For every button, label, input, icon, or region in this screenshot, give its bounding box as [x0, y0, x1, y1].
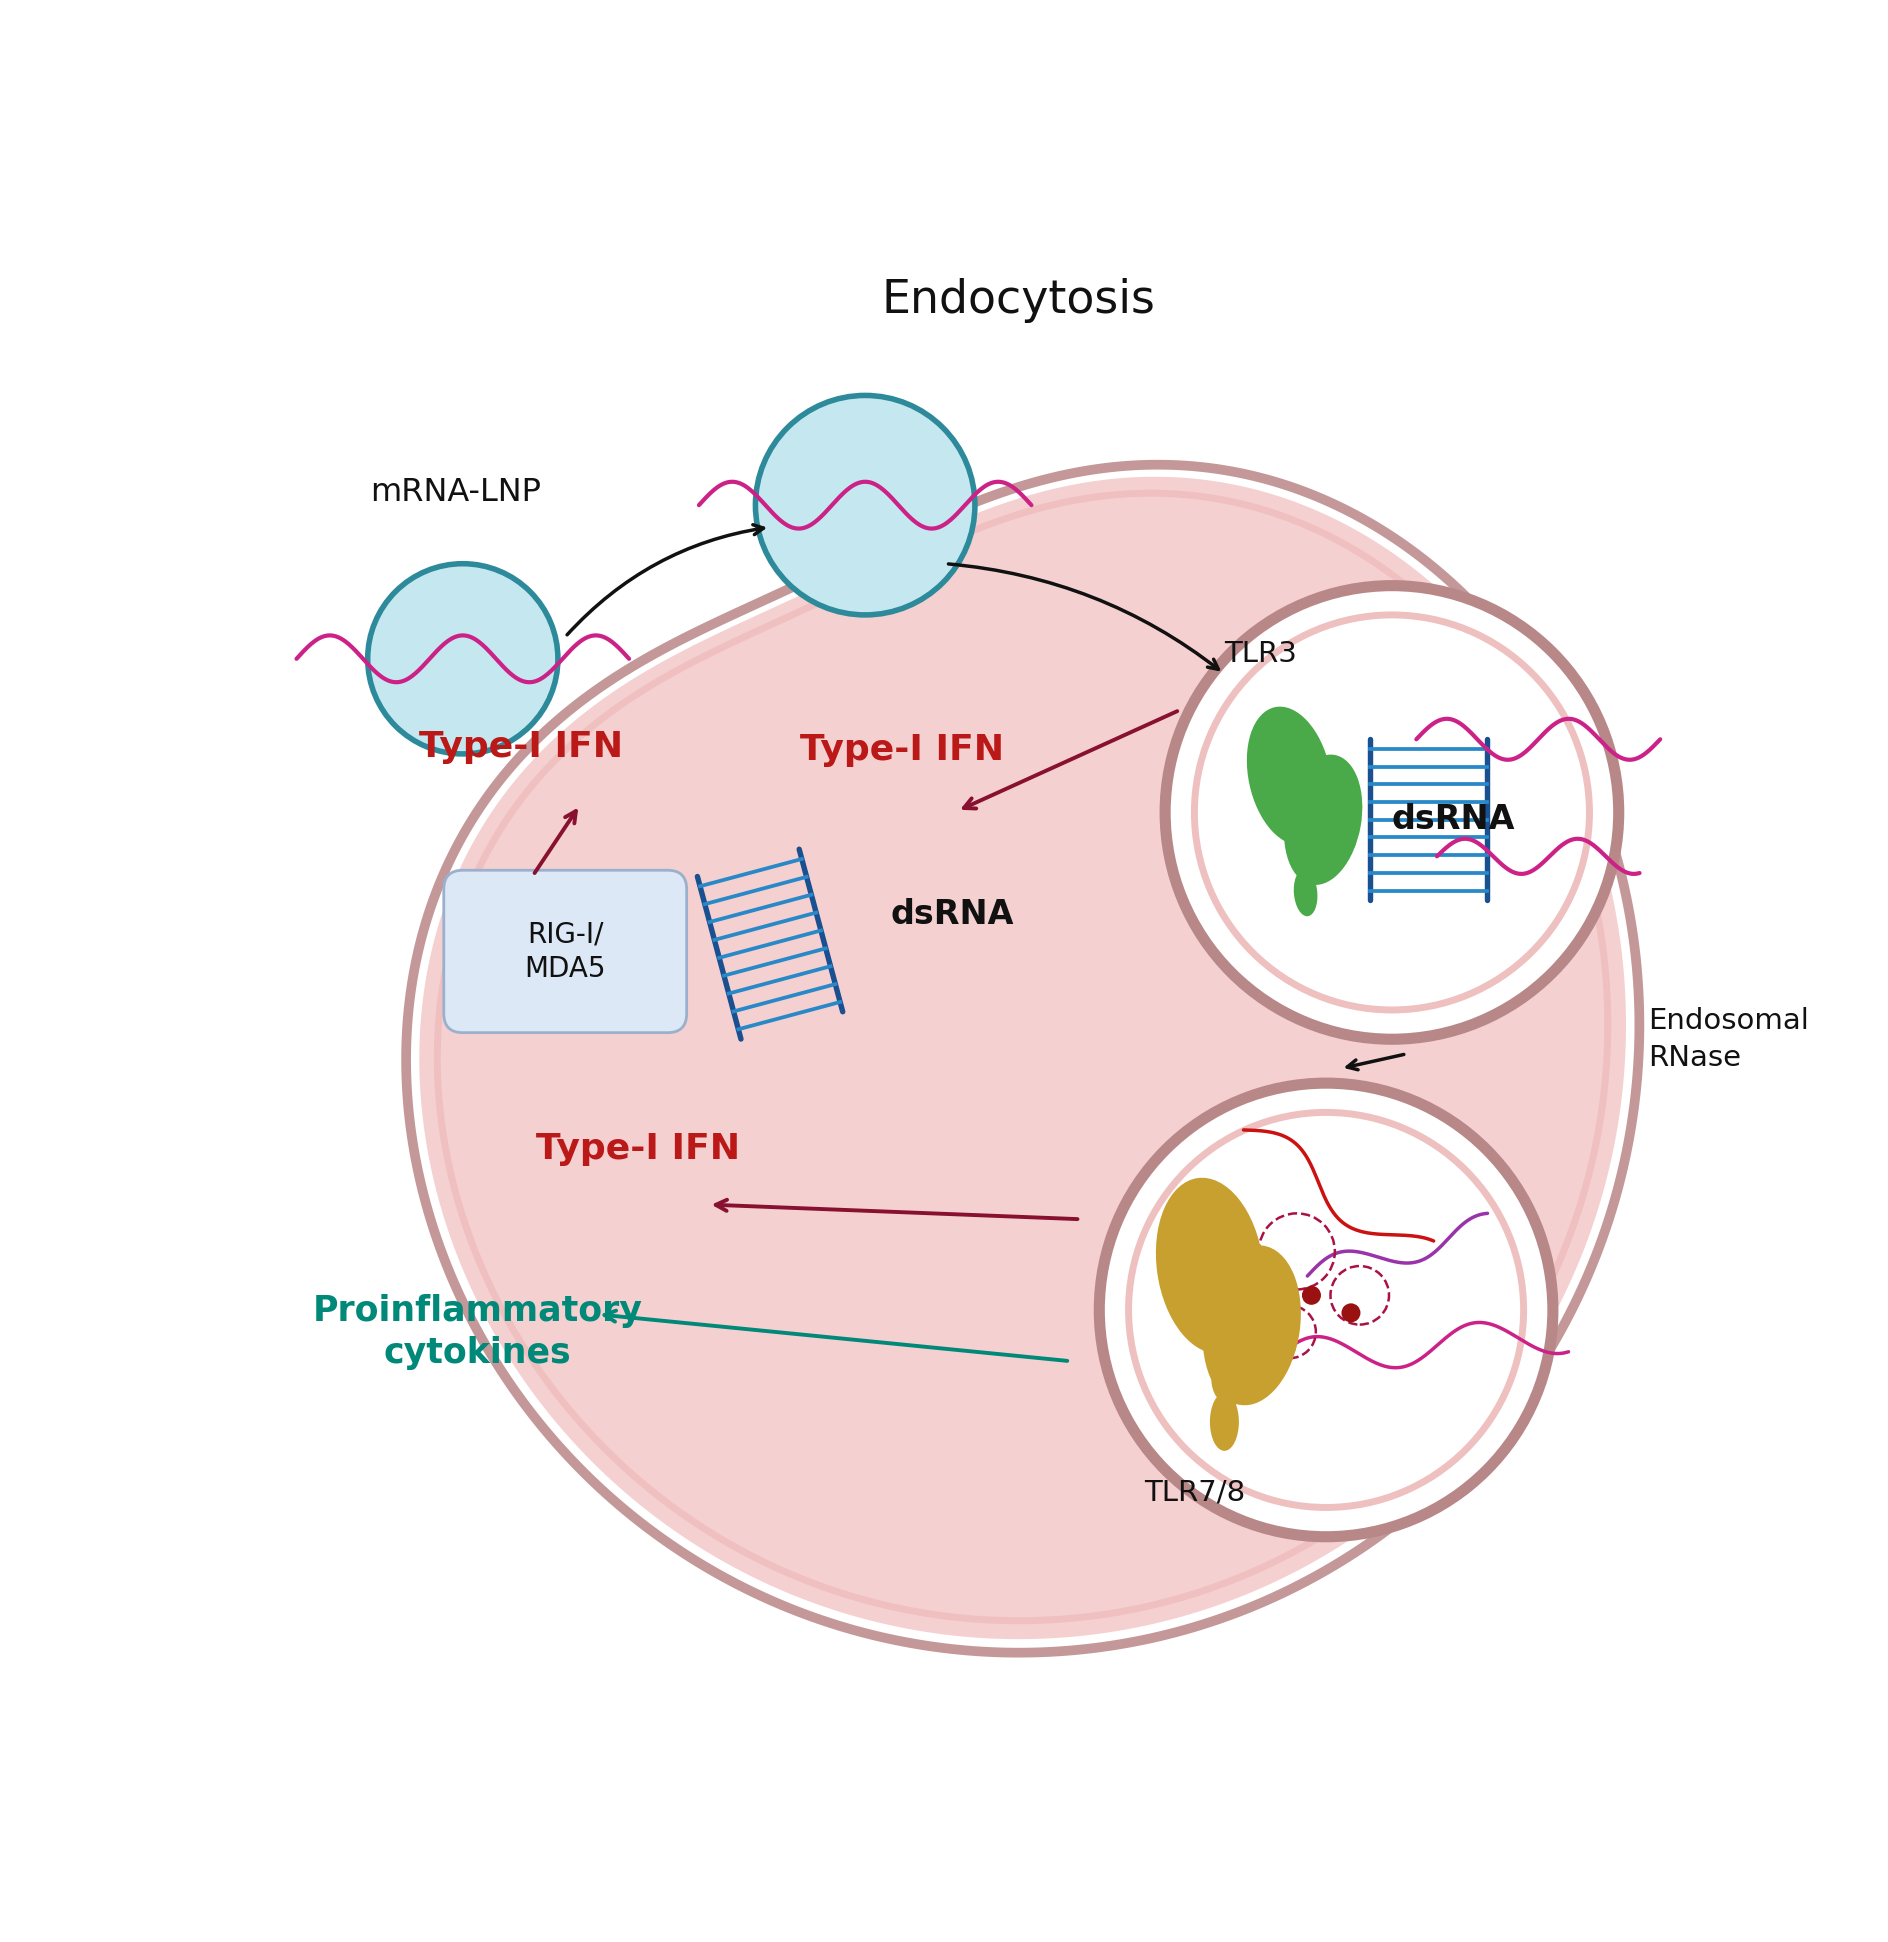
Ellipse shape	[1293, 870, 1318, 917]
Text: Endocytosis: Endocytosis	[882, 278, 1155, 322]
Circle shape	[755, 396, 974, 616]
Text: mRNA-LNP: mRNA-LNP	[370, 478, 542, 509]
Ellipse shape	[1246, 707, 1333, 845]
Text: dsRNA: dsRNA	[1391, 804, 1516, 837]
Circle shape	[368, 563, 559, 753]
Circle shape	[1205, 625, 1578, 1000]
Circle shape	[1276, 1336, 1295, 1356]
Ellipse shape	[1297, 839, 1325, 880]
Ellipse shape	[1155, 1177, 1263, 1354]
Circle shape	[1099, 1084, 1552, 1536]
Circle shape	[1195, 616, 1590, 1010]
Text: Proinflammatory
cytokines: Proinflammatory cytokines	[313, 1293, 642, 1369]
Text: TLR3: TLR3	[1223, 641, 1297, 668]
Ellipse shape	[1208, 1280, 1257, 1323]
Circle shape	[1129, 1113, 1524, 1507]
Ellipse shape	[1288, 783, 1329, 818]
Text: Type-I IFN: Type-I IFN	[419, 730, 623, 763]
Ellipse shape	[1212, 1357, 1248, 1406]
Circle shape	[1342, 1303, 1361, 1323]
Ellipse shape	[1203, 1245, 1301, 1406]
Text: TLR7/8: TLR7/8	[1144, 1478, 1244, 1507]
FancyBboxPatch shape	[444, 870, 687, 1033]
Circle shape	[1138, 1122, 1514, 1497]
Ellipse shape	[1210, 1392, 1239, 1451]
Circle shape	[1303, 1286, 1322, 1305]
Circle shape	[1165, 586, 1618, 1039]
Text: Type-I IFN: Type-I IFN	[801, 732, 1004, 767]
Text: dsRNA: dsRNA	[889, 899, 1014, 932]
Text: RIG-I/
MDA5: RIG-I/ MDA5	[525, 921, 606, 983]
Text: Type-I IFN: Type-I IFN	[536, 1132, 740, 1165]
Polygon shape	[419, 476, 1626, 1639]
Text: Endosomal
RNase: Endosomal RNase	[1648, 1006, 1809, 1072]
Ellipse shape	[1284, 755, 1363, 886]
